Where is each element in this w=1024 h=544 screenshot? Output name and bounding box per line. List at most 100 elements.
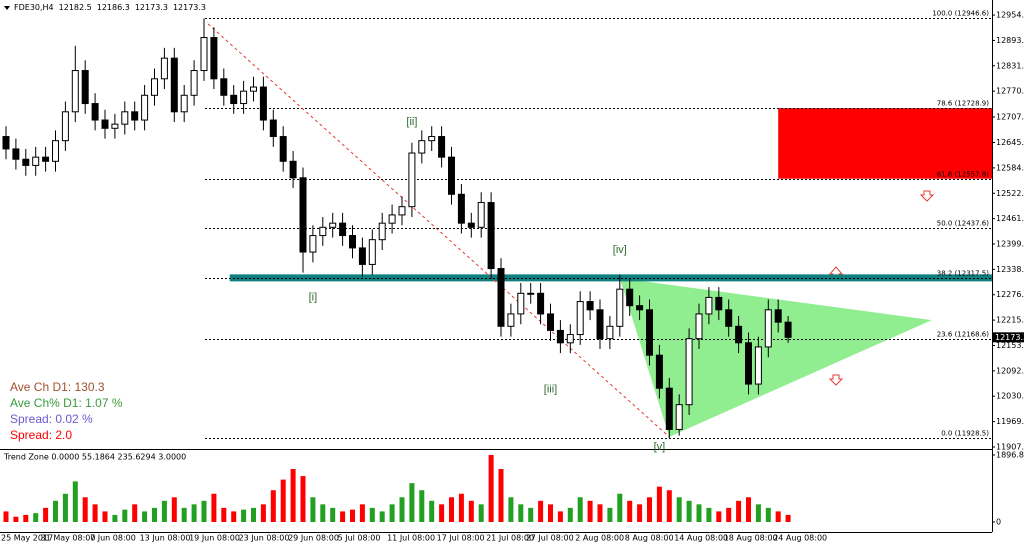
candle-body <box>299 177 307 253</box>
volume-bar <box>62 493 68 522</box>
volume-bar <box>171 497 177 522</box>
candle-body <box>527 292 535 295</box>
candle-body <box>616 288 624 327</box>
x-tick-label: 23 Jun 08:00 <box>239 534 290 543</box>
y-tick-label: 12276.5 <box>996 290 1024 299</box>
candle-body <box>774 309 782 323</box>
volume-bar <box>181 507 187 522</box>
volume-bar <box>458 493 464 522</box>
volume-bar <box>755 504 761 522</box>
volume-bar <box>775 511 781 522</box>
volume-bar <box>82 497 88 522</box>
candle-body <box>695 313 703 340</box>
volume-bar <box>72 481 78 522</box>
volume-bar <box>468 500 474 522</box>
volume-bar <box>152 507 157 522</box>
candle-body <box>111 123 119 129</box>
down-arrow <box>828 374 844 386</box>
trendline <box>207 23 670 438</box>
volume-bar <box>379 511 385 522</box>
volume-bar <box>231 511 237 522</box>
candle-body <box>131 111 139 121</box>
candle-body <box>42 156 50 162</box>
last-price-label: 12173.3 <box>995 333 1024 342</box>
info-text: Ave Ch D1: 130.3 <box>10 380 105 394</box>
volume-bar <box>132 504 138 522</box>
fib-label: 100.0 (12946.6) <box>932 10 989 18</box>
volume-bar <box>637 504 643 522</box>
volume-bar <box>528 507 534 522</box>
volume-bar <box>666 490 672 522</box>
info-text: Ave Ch% D1: 1.07 % <box>10 396 123 410</box>
menu-arrow[interactable] <box>4 6 10 10</box>
volume-bar <box>211 493 217 522</box>
chart-header: FDE30,H4 12182.5 12186.3 12173.3 12173.3 <box>14 3 206 12</box>
candle-body <box>339 222 347 237</box>
volume-bar <box>548 504 553 522</box>
candle-body <box>655 354 663 389</box>
candle-body <box>61 111 69 142</box>
candle-body <box>200 37 208 72</box>
y-tick-label: 12770.0 <box>996 87 1024 96</box>
resistance-zone <box>778 108 992 179</box>
header-value: 12173.3 <box>135 3 168 12</box>
volume-bar <box>607 507 613 522</box>
volume-bar <box>112 514 118 522</box>
volume-bar <box>419 490 425 522</box>
volume-bar <box>251 507 256 522</box>
candle-body <box>71 70 79 113</box>
y-tick-label: 1896.8(%) <box>996 451 1024 460</box>
y-tick-label: 12030.5 <box>996 392 1024 401</box>
candle-body <box>428 136 436 142</box>
y-tick-label: 12522.5 <box>996 189 1024 198</box>
candle-body <box>121 111 129 125</box>
volume-bar <box>478 504 484 522</box>
volume-bar <box>429 500 435 522</box>
volume-bar <box>369 507 375 522</box>
volume-bar <box>23 514 29 522</box>
volume-bar <box>399 497 405 522</box>
volume-bar <box>3 511 9 522</box>
candle-body <box>388 214 396 224</box>
candle-body <box>289 160 297 179</box>
x-tick-label: 14 Aug 08:00 <box>674 534 728 543</box>
pane-title: Trend Zone 0.0000 55.1864 235.6294 3.000… <box>3 453 186 462</box>
candle-body <box>408 152 416 208</box>
volume-bar <box>538 500 544 522</box>
wave-label: [iii] <box>544 384 557 396</box>
volume-bar <box>508 497 514 522</box>
volume-bar <box>43 507 49 522</box>
fib-label: 38.2 (12317.5) <box>937 270 989 278</box>
volume-bar <box>53 500 58 522</box>
volume-bar <box>389 504 395 522</box>
candle-body <box>448 156 455 195</box>
volume-bar <box>656 486 662 522</box>
candle-body <box>487 202 495 270</box>
candle-body <box>754 346 762 385</box>
volume-bar <box>765 507 771 522</box>
x-tick-label: 21 Jul 08:00 <box>486 534 534 543</box>
volume-bar <box>706 507 712 522</box>
volume-bar <box>409 483 415 522</box>
candle-body <box>507 313 515 327</box>
volume-bar <box>142 511 148 522</box>
y-tick-label: 12831.5 <box>996 61 1024 70</box>
x-tick-label: 24 Aug 08:00 <box>773 534 827 543</box>
info-text: Spread: 0.02 % <box>10 412 93 426</box>
volume-bar <box>686 500 692 522</box>
wave-label: [ii] <box>406 116 417 128</box>
candle-body <box>566 334 574 344</box>
x-tick-label: 11 Jul 08:00 <box>387 534 435 543</box>
candle-body <box>675 404 683 430</box>
candle-body <box>91 103 99 121</box>
volume-bar <box>191 504 197 522</box>
volume-bar <box>330 507 336 522</box>
wave-label: [v] <box>654 441 666 453</box>
volume-bar <box>290 469 296 522</box>
fib-label: 50.0 (12437.6) <box>937 220 989 228</box>
x-tick-label: 31 May 08:00 <box>41 534 96 543</box>
volume-bar <box>726 507 732 522</box>
candle-body <box>349 235 356 249</box>
x-tick-label: 13 Jun 08:00 <box>140 534 191 543</box>
x-tick-label: 17 Jul 08:00 <box>437 534 485 543</box>
